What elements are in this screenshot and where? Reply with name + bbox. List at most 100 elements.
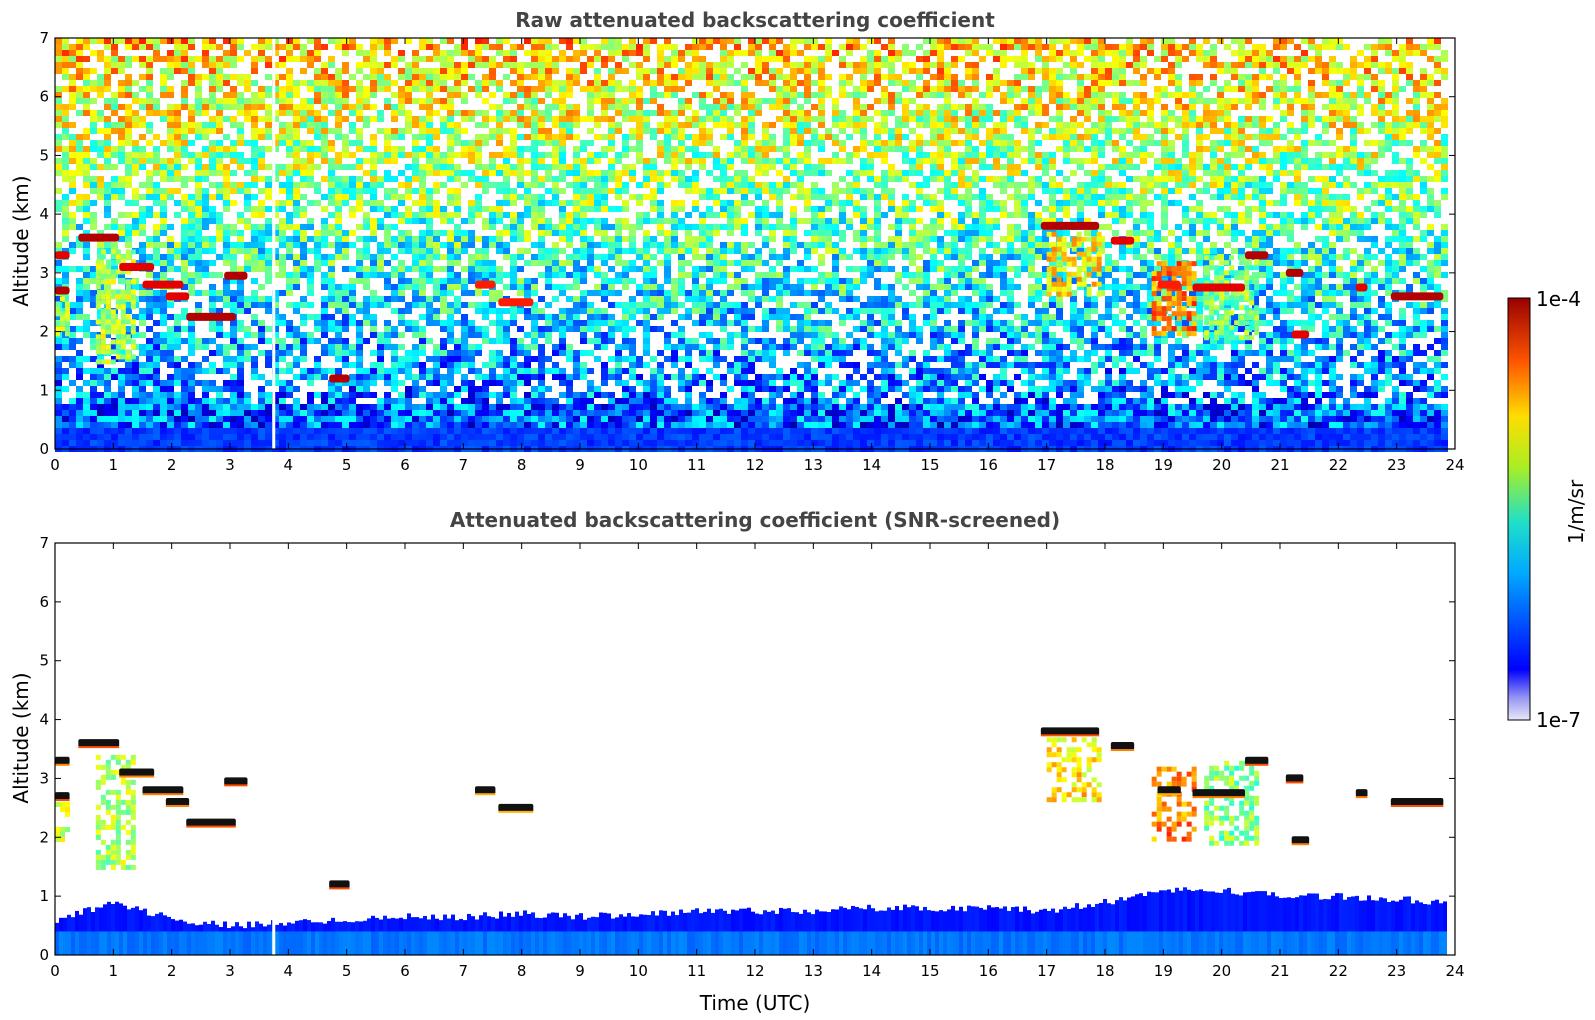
heatmap-cell xyxy=(706,434,713,440)
heatmap-cell xyxy=(727,440,734,446)
heatmap-cell xyxy=(132,110,139,116)
heatmap-cell xyxy=(468,266,475,272)
heatmap-cell xyxy=(125,434,132,440)
heatmap-cell xyxy=(83,44,90,50)
heatmap-cell xyxy=(615,50,622,56)
heatmap-cell xyxy=(160,158,167,164)
heatmap-cell xyxy=(440,434,447,440)
heatmap-cell xyxy=(314,92,321,98)
heatmap-cell xyxy=(153,332,160,338)
heatmap-cell xyxy=(503,146,510,152)
heatmap-cell xyxy=(636,128,643,134)
heatmap-cell xyxy=(475,176,482,182)
heatmap-cell xyxy=(181,92,188,98)
heatmap-cell xyxy=(69,314,76,320)
heatmap-cell xyxy=(258,158,265,164)
heatmap-cell xyxy=(244,200,251,206)
heatmap-cell xyxy=(160,188,167,194)
heatmap-cell xyxy=(237,104,244,110)
heatmap-cell xyxy=(671,44,678,50)
heatmap-cell xyxy=(104,86,111,92)
heatmap-cell xyxy=(454,164,461,170)
heatmap-cell xyxy=(286,134,293,140)
heatmap-cell xyxy=(321,344,328,350)
heatmap-cell xyxy=(251,302,258,308)
heatmap-cell xyxy=(139,422,146,428)
heatmap-cell xyxy=(622,272,629,278)
heatmap-cell xyxy=(685,116,692,122)
heatmap-cell xyxy=(580,146,587,152)
heatmap-cell xyxy=(706,416,713,422)
heatmap-cell xyxy=(517,374,524,380)
heatmap-cell xyxy=(62,56,69,62)
heatmap-cell xyxy=(475,410,482,416)
heatmap-cell xyxy=(433,170,440,176)
heatmap-cell xyxy=(356,392,363,398)
heatmap-cell xyxy=(335,356,342,362)
heatmap-cell xyxy=(167,224,174,230)
heatmap-cell xyxy=(468,344,475,350)
heatmap-cell xyxy=(559,272,566,278)
heatmap-cell xyxy=(426,236,433,242)
heatmap-cell xyxy=(97,416,104,422)
heatmap-cell xyxy=(727,152,734,158)
heatmap-cell xyxy=(370,146,377,152)
heatmap-cell xyxy=(538,212,545,218)
heatmap-cell xyxy=(524,50,531,56)
heatmap-cell xyxy=(391,128,398,134)
heatmap-cell xyxy=(706,248,713,254)
heatmap-cell xyxy=(636,434,643,440)
heatmap-cell xyxy=(524,284,531,290)
heatmap-cell xyxy=(293,254,300,260)
heatmap-cell xyxy=(622,356,629,362)
heatmap-cell xyxy=(727,224,734,230)
heatmap-cell xyxy=(629,410,636,416)
heatmap-cell xyxy=(90,434,97,440)
heatmap-cell xyxy=(293,134,300,140)
heatmap-cell xyxy=(104,404,111,410)
heatmap-cell xyxy=(335,218,342,224)
heatmap-cell xyxy=(83,284,90,290)
heatmap-cell xyxy=(293,434,300,440)
heatmap-cell xyxy=(104,98,111,104)
heatmap-cell xyxy=(181,104,188,110)
heatmap-cell xyxy=(622,110,629,116)
heatmap-cell xyxy=(531,86,538,92)
heatmap-cell xyxy=(216,170,223,176)
heatmap-cell xyxy=(552,86,559,92)
heatmap-cell xyxy=(363,404,370,410)
heatmap-cell xyxy=(657,296,664,302)
heatmap-cell xyxy=(62,110,69,116)
heatmap-cell xyxy=(608,338,615,344)
heatmap-cell xyxy=(391,272,398,278)
heatmap-cell xyxy=(97,254,104,260)
heatmap-cell xyxy=(489,410,496,416)
heatmap-cell xyxy=(517,182,524,188)
heatmap-cell xyxy=(699,230,706,236)
heatmap-cell xyxy=(692,152,699,158)
heatmap-cell xyxy=(160,434,167,440)
heatmap-cell xyxy=(559,218,566,224)
heatmap-cell xyxy=(286,80,293,86)
heatmap-cell xyxy=(363,338,370,344)
heatmap-cell xyxy=(335,110,342,116)
heatmap-cell xyxy=(426,134,433,140)
heatmap-cell xyxy=(349,440,356,446)
heatmap-cell xyxy=(412,356,419,362)
heatmap-cell xyxy=(664,170,671,176)
heatmap-cell xyxy=(118,434,125,440)
heatmap-cell xyxy=(230,242,237,248)
heatmap-cell xyxy=(692,224,699,230)
heatmap-cell xyxy=(209,380,216,386)
heatmap-cell xyxy=(713,362,720,368)
heatmap-cell xyxy=(146,434,153,440)
heatmap-cell xyxy=(160,314,167,320)
heatmap-cell xyxy=(454,170,461,176)
heatmap-cell xyxy=(265,350,272,356)
heatmap-cell xyxy=(237,230,244,236)
heatmap-cell xyxy=(300,302,307,308)
heatmap-cell xyxy=(419,104,426,110)
heatmap-cell xyxy=(76,146,83,152)
heatmap-cell xyxy=(244,116,251,122)
heatmap-cell xyxy=(202,368,209,374)
